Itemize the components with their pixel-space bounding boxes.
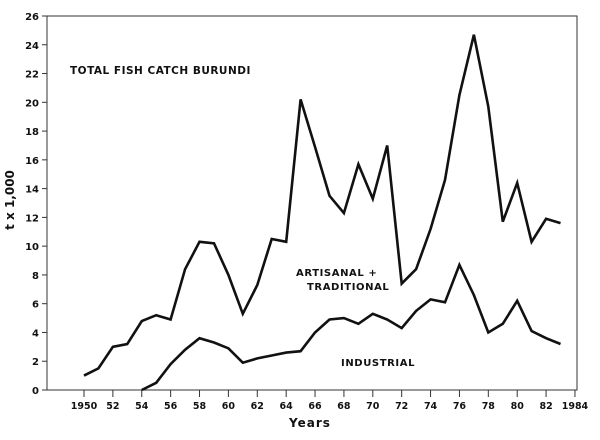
y-tick-label: 6	[32, 300, 39, 311]
y-axis-label: t x 1,000	[3, 170, 17, 230]
x-tick-label: 66	[308, 401, 322, 412]
x-tick-label: 74	[424, 401, 438, 412]
x-axis-label: Years	[288, 416, 331, 430]
annotation-artisanal: ARTISANAL +	[296, 268, 377, 279]
x-tick-label: 62	[251, 401, 264, 412]
y-tick-label: 12	[25, 213, 39, 224]
y-tick-label: 20	[25, 98, 39, 109]
x-tick-label: 76	[453, 401, 467, 412]
x-tick-label: 68	[337, 401, 351, 412]
y-tick-label: 22	[25, 70, 39, 81]
y-tick-label: 24	[25, 41, 39, 52]
y-tick-label: 4	[32, 328, 39, 339]
series-line-industrial	[141, 261, 561, 392]
x-tick-label: 56	[164, 401, 178, 412]
chart-title: TOTAL FISH CATCH BURUNDI	[70, 65, 251, 77]
x-tick-label: 70	[366, 401, 380, 412]
x-tick-label: 78	[482, 401, 496, 412]
y-tick-label: 2	[32, 357, 39, 368]
x-tick-label: 60	[222, 401, 236, 412]
y-tick-label: 18	[25, 127, 39, 138]
x-tick-label: 58	[193, 401, 207, 412]
x-tick-label: 80	[511, 401, 525, 412]
x-tick-label: 72	[395, 401, 408, 412]
x-tick-label: 1984	[562, 401, 589, 412]
x-tick-label: 54	[135, 401, 149, 412]
x-tick-label: 64	[280, 401, 294, 412]
x-tick-label: 82	[539, 401, 552, 412]
plot-frame	[46, 15, 578, 391]
x-tick-label: 1950	[71, 401, 98, 412]
y-tick-label: 0	[32, 386, 39, 397]
y-tick-label: 26	[25, 12, 39, 23]
y-tick-label: 8	[32, 271, 39, 282]
series-line-total	[83, 34, 561, 377]
annotation-traditional: TRADITIONAL	[307, 282, 389, 293]
y-tick-label: 16	[25, 156, 39, 167]
y-tick-label: 14	[25, 185, 39, 196]
annotation-industrial: INDUSTRIAL	[341, 358, 415, 369]
x-tick-label: 52	[106, 401, 119, 412]
y-tick-label: 10	[25, 242, 39, 253]
